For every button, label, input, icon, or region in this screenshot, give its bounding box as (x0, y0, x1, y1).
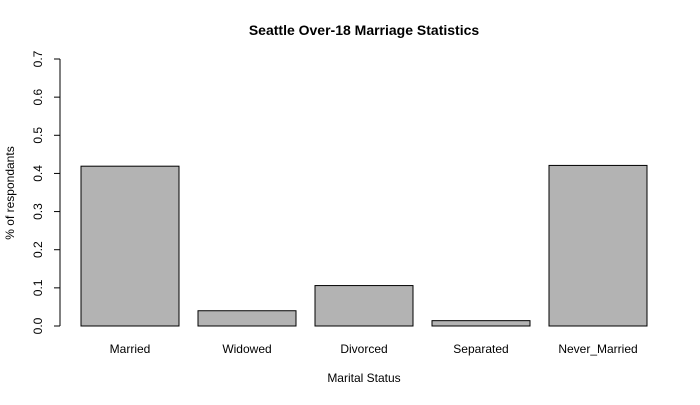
category-labels: Married Widowed Divorced Separated Never_Mar… (110, 342, 638, 356)
y-tick-label: 0.4 (31, 165, 45, 182)
bar-separated (431, 320, 531, 327)
y-axis: 0.0 0.1 0.2 0.3 0.4 0.5 0.6 0.7 (31, 50, 61, 334)
category-label: Never_Married (558, 342, 637, 356)
bar-divorced (314, 285, 414, 327)
category-label: Divorced (340, 342, 387, 356)
y-tick-label: 0.5 (31, 127, 45, 144)
category-label: Married (110, 342, 151, 356)
y-tick-label: 0.2 (31, 241, 45, 258)
bar-widowed (197, 310, 297, 327)
category-label: Widowed (222, 342, 271, 356)
category-label: Separated (453, 342, 508, 356)
chart-title: Seattle Over-18 Marriage Statistics (249, 22, 480, 38)
y-axis-label: % of respondants (3, 146, 17, 239)
y-tick-label: 0.0 (31, 317, 45, 334)
y-tick-label: 0.6 (31, 88, 45, 105)
y-tick-label: 0.3 (31, 203, 45, 220)
bar-never-married (548, 164, 648, 327)
bar-married (80, 165, 180, 327)
x-axis-label: Marital Status (327, 371, 400, 385)
bars (80, 164, 648, 327)
y-tick-label: 0.1 (31, 279, 45, 296)
y-tick-label: 0.7 (31, 50, 45, 67)
